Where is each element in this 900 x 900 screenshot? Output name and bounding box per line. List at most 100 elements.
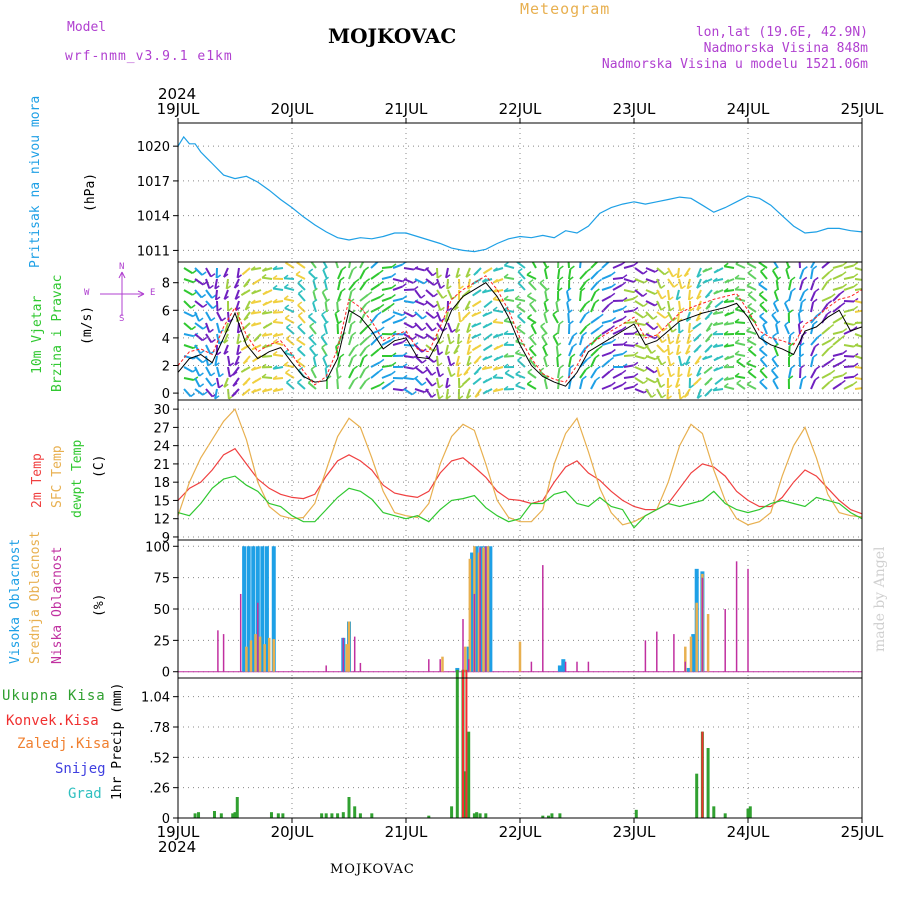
wind-barb [183, 267, 194, 275]
wind-barb [284, 371, 295, 379]
wind-barb-tick [201, 271, 207, 276]
wind-barb-tick [297, 378, 302, 383]
precip-bar [341, 812, 345, 818]
wind-barb [297, 348, 306, 357]
cloud-bar [264, 546, 269, 672]
wind-barb-tick [540, 322, 546, 327]
wind-barb [447, 333, 452, 344]
wind-barb [296, 262, 306, 269]
wind-barb [359, 326, 368, 335]
cloud-bar [347, 621, 351, 672]
wind-barb-tick [322, 288, 328, 293]
wind-barb-tick [853, 297, 859, 303]
wind-barb [656, 289, 663, 300]
wind-barb-tick [790, 364, 796, 369]
wind-barb-tick [771, 366, 777, 371]
precip-bar [370, 813, 374, 818]
wind-barb-tick [569, 265, 575, 270]
wind-barb-tick [812, 298, 818, 303]
y-tick-label: 0 [162, 666, 170, 681]
wind-barb [323, 280, 328, 291]
wind-barb [775, 323, 779, 335]
wind-barb [503, 289, 515, 293]
wind-barb [687, 289, 691, 301]
wind-barb-tick [310, 365, 316, 370]
wind-barb [656, 278, 662, 289]
wind-barb [392, 318, 403, 324]
cloud-bar [359, 662, 362, 672]
wind-barb-tick [286, 378, 291, 383]
wind-barb-tick [693, 381, 699, 386]
wind-barb-tick [553, 332, 558, 337]
wind-barb-tick [528, 279, 534, 284]
wind-barb-tick [312, 276, 318, 281]
wind-barb [656, 377, 662, 388]
wind-barb-tick [703, 369, 709, 374]
wind-barb-tick [261, 332, 267, 337]
wind-barb-tick [633, 262, 639, 266]
wind-barb-tick [421, 359, 427, 364]
wind-barb [312, 357, 317, 368]
wind-barb [843, 264, 854, 269]
wind-barb-tick [643, 379, 648, 384]
wind-barb-tick [799, 255, 803, 258]
wind-barb-tick [365, 344, 371, 349]
wind-barb-tick [667, 395, 672, 400]
wind-barb [310, 368, 317, 379]
wind-barb [370, 283, 380, 291]
wind-barb-tick [686, 317, 692, 323]
wind-barb [696, 388, 702, 399]
wind-barb-tick [231, 392, 237, 397]
wind-barb [735, 341, 746, 346]
wind-barb [788, 291, 793, 302]
wind-barb-tick [493, 356, 499, 361]
x-tick-label-top: 24JUL [727, 100, 770, 118]
wind-barb-tick [544, 265, 550, 270]
wind-barb-tick [775, 320, 781, 325]
wind-barb-tick [456, 362, 461, 367]
wind-barb [734, 277, 746, 280]
wind-barb-tick [840, 334, 846, 340]
wind-barb [370, 370, 380, 379]
wind-barb-tick [651, 349, 657, 354]
wind-barb-tick [450, 372, 456, 378]
wind-barb-tick [350, 309, 356, 314]
wind-barb-tick [527, 368, 533, 373]
wind-barb [466, 322, 471, 333]
wind-barb-tick [471, 323, 477, 328]
wind-barb-tick [251, 345, 257, 351]
wind-barb-tick [228, 395, 234, 400]
wind-barb [735, 262, 746, 269]
wind-barb-tick [622, 297, 628, 302]
wind-barb [295, 273, 306, 280]
precip-bar [465, 669, 468, 818]
wind-barb-tick [253, 337, 259, 342]
wind-barb-tick [463, 371, 469, 376]
wind-barb-tick [643, 302, 648, 307]
wind-barb [773, 262, 779, 269]
wind-barb [359, 303, 367, 313]
wind-barb-tick [402, 338, 408, 343]
wind-barb-tick [401, 282, 407, 288]
wind-barb-tick [786, 256, 790, 259]
wind-barb [762, 324, 768, 335]
wind-barb-tick [437, 274, 442, 279]
wind-barb [656, 366, 661, 377]
cloud-bar [468, 558, 472, 672]
wind-barb-tick [671, 328, 677, 333]
wind-barb [810, 262, 816, 269]
wind-barb-tick [411, 335, 417, 340]
wind-barb-tick [526, 380, 532, 385]
wind-barb [425, 322, 434, 332]
x-tick-label-bottom: 22JUL [499, 823, 542, 841]
wind-barb-tick [760, 355, 765, 360]
wind-barb-tick [702, 355, 708, 360]
wind-barb [515, 352, 526, 357]
wind-barb [579, 325, 588, 335]
wind-barb [492, 320, 504, 324]
wind-barb [284, 286, 295, 291]
wind-barb-tick [232, 371, 238, 376]
wind-barb [183, 311, 194, 318]
wind-barb-tick [431, 371, 437, 376]
wind-barb-tick [223, 273, 229, 278]
